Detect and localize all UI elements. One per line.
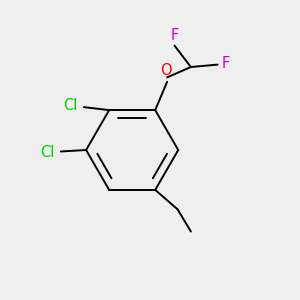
Text: F: F	[170, 28, 178, 43]
Text: O: O	[160, 63, 171, 78]
Text: F: F	[221, 56, 230, 70]
Text: Cl: Cl	[40, 146, 55, 160]
Text: Cl: Cl	[64, 98, 78, 113]
